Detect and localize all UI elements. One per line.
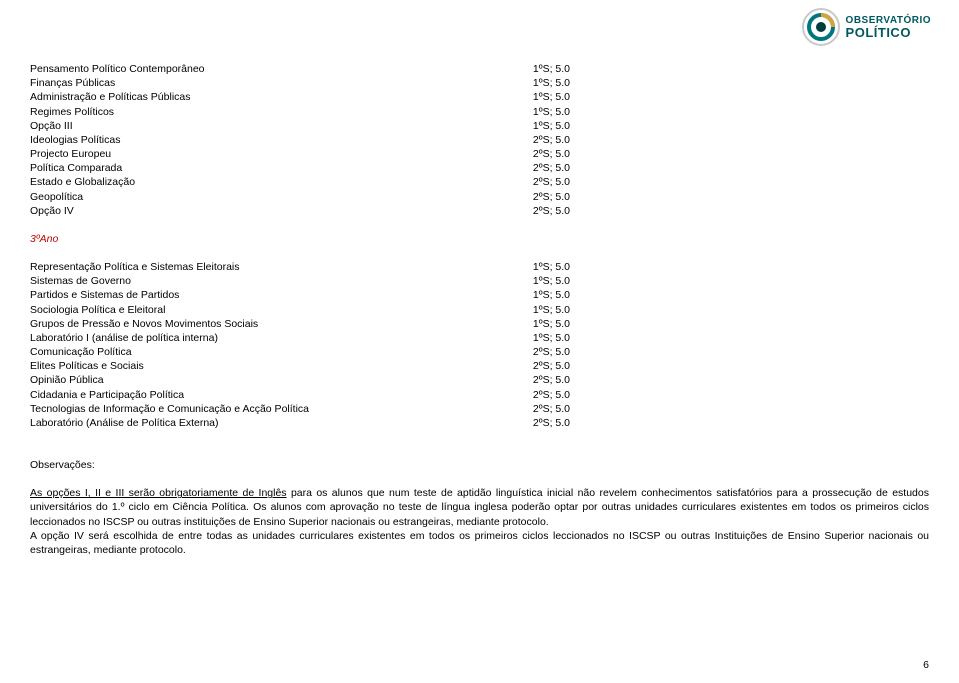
course-code: 1ºS; 5.0: [533, 105, 570, 119]
course-name: Opção IV: [30, 204, 74, 218]
course-name: Política Comparada: [30, 161, 122, 175]
course-row: Estado e Globalização 2ºS; 5.0: [30, 175, 570, 189]
course-row: Projecto Europeu 2ºS; 5.0: [30, 147, 570, 161]
course-name: Regimes Políticos: [30, 105, 114, 119]
course-code: 2ºS; 5.0: [533, 388, 570, 402]
course-name: Sistemas de Governo: [30, 274, 131, 288]
course-name: Sociologia Política e Eleitoral: [30, 303, 165, 317]
course-name: Opinião Pública: [30, 373, 104, 387]
observatory-logo-icon: [802, 8, 840, 46]
course-row: Representação Política e Sistemas Eleito…: [30, 260, 570, 274]
course-name: Grupos de Pressão e Novos Movimentos Soc…: [30, 317, 258, 331]
course-row: Elites Políticas e Sociais 2ºS; 5.0: [30, 359, 570, 373]
course-row: Sociologia Política e Eleitoral 1ºS; 5.0: [30, 303, 570, 317]
year-3-heading: 3ºAno: [30, 232, 929, 246]
course-row: Administração e Políticas Públicas 1ºS; 5…: [30, 90, 570, 104]
course-row: Laboratório I (análise de política inter…: [30, 331, 570, 345]
course-row: Pensamento Político Contemporâneo 1ºS; 5.…: [30, 62, 570, 76]
course-code: 2ºS; 5.0: [533, 147, 570, 161]
course-name: Partidos e Sistemas de Partidos: [30, 288, 179, 302]
course-row: Tecnologias de Informação e Comunicação …: [30, 402, 570, 416]
logo: OBSERVATÓRIO POLÍTICO: [802, 8, 931, 46]
course-row: Laboratório (Análise de Política Externa…: [30, 416, 570, 430]
observations-intro-underlined: As opções I, II e III serão obrigatoriam…: [30, 487, 287, 499]
course-row: Opção III 1ºS; 5.0: [30, 119, 570, 133]
course-code: 1ºS; 5.0: [533, 76, 570, 90]
page-number: 6: [923, 659, 929, 671]
course-row: Regimes Políticos 1ºS; 5.0: [30, 105, 570, 119]
course-code: 2ºS; 5.0: [533, 190, 570, 204]
observations-body: As opções I, II e III serão obrigatoriam…: [30, 486, 929, 557]
course-code: 1ºS; 5.0: [533, 260, 570, 274]
course-name: Laboratório I (análise de política inter…: [30, 331, 218, 345]
course-code: 1ºS; 5.0: [533, 274, 570, 288]
course-name: Administração e Políticas Públicas: [30, 90, 191, 104]
course-row: Política Comparada 2ºS; 5.0: [30, 161, 570, 175]
course-row: Finanças Públicas 1ºS; 5.0: [30, 76, 570, 90]
course-code: 2ºS; 5.0: [533, 133, 570, 147]
course-row: Geopolítica 2ºS; 5.0: [30, 190, 570, 204]
course-name: Projecto Europeu: [30, 147, 111, 161]
course-name: Representação Política e Sistemas Eleito…: [30, 260, 240, 274]
course-row: Cidadania e Participação Política 2ºS; 5.…: [30, 388, 570, 402]
logo-text: OBSERVATÓRIO POLÍTICO: [846, 16, 931, 39]
course-code: 2ºS; 5.0: [533, 175, 570, 189]
page: OBSERVATÓRIO POLÍTICO Pensamento Polític…: [0, 0, 959, 683]
course-code: 1ºS; 5.0: [533, 331, 570, 345]
course-name: Opção III: [30, 119, 73, 133]
course-name: Elites Políticas e Sociais: [30, 359, 144, 373]
logo-line2: POLÍTICO: [846, 26, 931, 39]
course-code: 1ºS; 5.0: [533, 62, 570, 76]
course-name: Pensamento Político Contemporâneo: [30, 62, 205, 76]
course-code: 2ºS; 5.0: [533, 359, 570, 373]
course-row: Sistemas de Governo 1ºS; 5.0: [30, 274, 570, 288]
course-block-1: Pensamento Político Contemporâneo 1ºS; 5.…: [30, 62, 929, 218]
course-code: 2ºS; 5.0: [533, 345, 570, 359]
course-row: Partidos e Sistemas de Partidos 1ºS; 5.0: [30, 288, 570, 302]
logo-line1: OBSERVATÓRIO: [846, 16, 931, 26]
course-code: 1ºS; 5.0: [533, 119, 570, 133]
course-name: Tecnologias de Informação e Comunicação …: [30, 402, 309, 416]
course-row: Grupos de Pressão e Novos Movimentos Soc…: [30, 317, 570, 331]
course-code: 1ºS; 5.0: [533, 90, 570, 104]
course-row: Opção IV 2ºS; 5.0: [30, 204, 570, 218]
course-code: 2ºS; 5.0: [533, 416, 570, 430]
observations-title: Observações:: [30, 458, 929, 472]
course-row: Opinião Pública 2ºS; 5.0: [30, 373, 570, 387]
course-name: Cidadania e Participação Política: [30, 388, 184, 402]
course-code: 2ºS; 5.0: [533, 402, 570, 416]
course-code: 1ºS; 5.0: [533, 303, 570, 317]
course-row: Comunicação Política 2ºS; 5.0: [30, 345, 570, 359]
course-code: 2ºS; 5.0: [533, 373, 570, 387]
course-block-2: Representação Política e Sistemas Eleito…: [30, 260, 929, 430]
course-code: 1ºS; 5.0: [533, 288, 570, 302]
course-row: Ideologias Políticas 2ºS; 5.0: [30, 133, 570, 147]
course-name: Comunicação Política: [30, 345, 132, 359]
course-name: Laboratório (Análise de Política Externa…: [30, 416, 219, 430]
observations-paragraph-2: A opção IV será escolhida de entre todas…: [30, 530, 929, 556]
course-name: Geopolítica: [30, 190, 83, 204]
course-code: 2ºS; 5.0: [533, 204, 570, 218]
course-code: 2ºS; 5.0: [533, 161, 570, 175]
course-name: Estado e Globalização: [30, 175, 135, 189]
course-name: Ideologias Políticas: [30, 133, 120, 147]
course-code: 1ºS; 5.0: [533, 317, 570, 331]
course-name: Finanças Públicas: [30, 76, 115, 90]
content: Pensamento Político Contemporâneo 1ºS; 5.…: [30, 0, 929, 557]
